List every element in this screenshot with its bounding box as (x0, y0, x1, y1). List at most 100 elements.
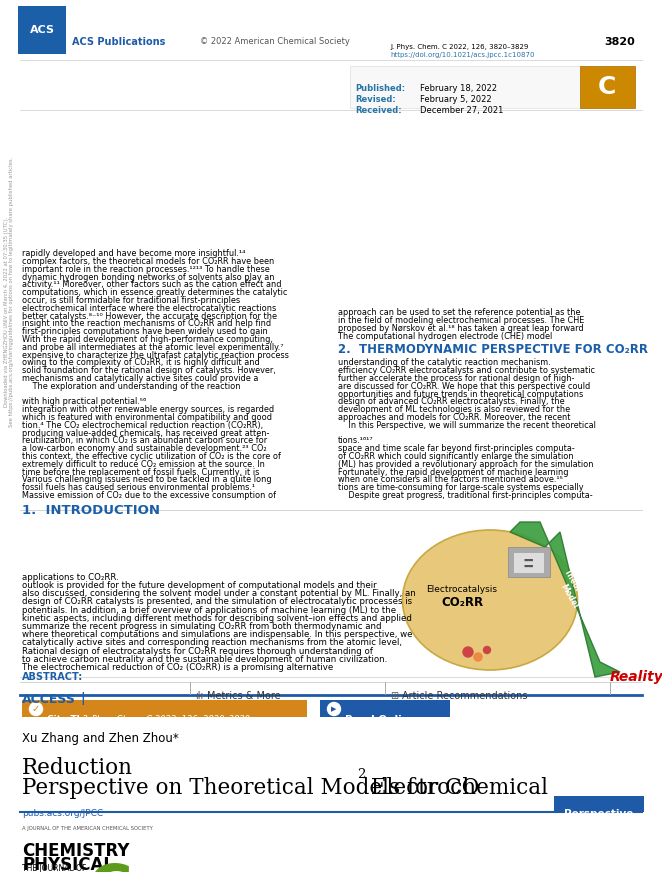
Text: where theoretical computations and simulations are indispensable. In this perspe: where theoretical computations and simul… (22, 630, 412, 639)
Text: activity.¹¹ Moreover, other factors such as the cation effect and: activity.¹¹ Moreover, other factors such… (22, 281, 281, 290)
Text: J. Phys. Chem. C 2022, 126, 3820–3829: J. Phys. Chem. C 2022, 126, 3820–3829 (390, 44, 528, 50)
Text: owing to the complexity of CO₂RR, it is highly difficult and: owing to the complexity of CO₂RR, it is … (22, 358, 260, 367)
Text: ACS: ACS (30, 25, 54, 35)
Text: C: C (88, 862, 133, 872)
Text: Downloaded via ZHENGZHOU UNIV on March 4, 2022 at 07:30:35 (UTC).: Downloaded via ZHENGZHOU UNIV on March 4… (5, 217, 9, 407)
Text: CO₂RR: CO₂RR (441, 596, 483, 609)
Text: in the field of modeling electrochemical processes. The CHE: in the field of modeling electrochemical… (338, 317, 585, 325)
Text: approaches and models for CO₂RR. Moreover, the recent: approaches and models for CO₂RR. Moreove… (338, 413, 571, 422)
Text: ACCESS: ACCESS (22, 693, 76, 706)
Bar (580, 66, 635, 108)
Text: Published:: Published: (355, 84, 405, 93)
Circle shape (483, 646, 491, 653)
Text: Perspective on Theoretical Models for CO: Perspective on Theoretical Models for CO (22, 777, 479, 799)
Text: ▬▬
▬▬: ▬▬ ▬▬ (524, 557, 534, 569)
Text: 2: 2 (357, 768, 365, 781)
Text: Various challenging issues need to be tackled in a quite long: Various challenging issues need to be ta… (22, 475, 271, 485)
Polygon shape (510, 522, 620, 677)
Text: 1.  INTRODUCTION: 1. INTRODUCTION (22, 504, 160, 517)
Text: electrochemical interface where the electrocatalytic reactions: electrochemical interface where the elec… (22, 303, 276, 313)
Text: https://doi.org/10.1021/acs.jpcc.1c10870: https://doi.org/10.1021/acs.jpcc.1c10870 (390, 52, 534, 58)
Text: Fortunately, the rapid development of machine learning: Fortunately, the rapid development of ma… (338, 467, 569, 477)
Bar (0, 784, 662, 872)
Text: Massive emission of CO₂ due to the excessive consumption of: Massive emission of CO₂ due to the exces… (22, 491, 276, 500)
Text: proposed by Nørskov et al.¹⁸ has taken a great leap forward: proposed by Nørskov et al.¹⁸ has taken a… (338, 324, 584, 333)
Text: Read Online: Read Online (345, 715, 416, 725)
Text: Despite great progress, traditional first-principles computa-: Despite great progress, traditional firs… (338, 491, 592, 500)
Text: are discussed for CO₂RR. We hope that this perspective could: are discussed for CO₂RR. We hope that th… (338, 382, 591, 391)
Text: pubs.acs.org/JPCC: pubs.acs.org/JPCC (22, 809, 103, 818)
Text: time before the replacement of fossil fuels. Currently, it is: time before the replacement of fossil fu… (22, 467, 260, 477)
Circle shape (463, 647, 473, 657)
Text: catalytically active sites and corresponding reaction mechanisms from the atomic: catalytically active sites and correspon… (22, 638, 402, 647)
Text: In this Perspective, we will summarize the recent theoretical: In this Perspective, we will summarize t… (338, 421, 596, 430)
Text: first-principles computations have been widely used to gain: first-principles computations have been … (22, 327, 267, 337)
Text: Theoretical
Model: Theoretical Model (553, 568, 594, 620)
Text: outlook is provided for the future development of computational models and their: outlook is provided for the future devel… (22, 581, 377, 590)
Text: tions are time-consuming for large-scale systems especially: tions are time-consuming for large-scale… (338, 483, 583, 492)
Text: PHYSICAL: PHYSICAL (22, 856, 114, 872)
Text: Reduction: Reduction (22, 757, 133, 779)
Text: efficiency CO₂RR electrocatalysts and contribute to systematic: efficiency CO₂RR electrocatalysts and co… (338, 366, 595, 375)
Text: December 27, 2021: December 27, 2021 (420, 106, 503, 115)
Text: C: C (598, 75, 616, 99)
Text: Xu Zhang and Zhen Zhou*: Xu Zhang and Zhen Zhou* (22, 732, 179, 745)
Ellipse shape (402, 530, 577, 670)
Text: |: | (80, 692, 85, 705)
Text: February 5, 2022: February 5, 2022 (420, 95, 492, 104)
Text: also discussed, considering the solvent model under a constant potential by ML. : also discussed, considering the solvent … (22, 589, 416, 598)
Text: Received:: Received: (355, 106, 402, 115)
Text: fossil fuels has caused serious environmental problems.¹: fossil fuels has caused serious environm… (22, 483, 255, 492)
Text: Perspective: Perspective (564, 809, 634, 819)
Text: solid foundation for the rational design of catalysts. However,: solid foundation for the rational design… (22, 366, 276, 375)
Text: important role in the reaction processes.¹²¹³ To handle these: important role in the reaction processes… (22, 265, 269, 274)
Text: understanding of the catalytic reaction mechanism.: understanding of the catalytic reaction … (338, 358, 551, 367)
Text: design of advanced CO₂RR electrocatalysts. Finally, the: design of advanced CO₂RR electrocatalyst… (338, 398, 565, 406)
Text: ACS Publications: ACS Publications (72, 37, 166, 47)
Text: J. Phys. Chem. C 2022, 126, 3820–3829: J. Phys. Chem. C 2022, 126, 3820–3829 (84, 715, 250, 724)
Circle shape (30, 703, 42, 716)
Text: and probe all intermediates at the atomic level experimentally.⁷: and probe all intermediates at the atomi… (22, 343, 283, 351)
Text: ⊞: ⊞ (390, 691, 398, 701)
Text: further accelerate the process for rational design of high-: further accelerate the process for ratio… (338, 374, 575, 383)
Bar (22, 700, 307, 717)
Text: potentials. In addition, a brief overview of applications of machine learning (M: potentials. In addition, a brief overvie… (22, 605, 396, 615)
Text: summarize the recent progress in simulating CO₂RR from both thermodynamic and: summarize the recent progress in simulat… (22, 622, 381, 631)
Text: THE JOURNAL OF: THE JOURNAL OF (22, 864, 86, 872)
Text: design of CO₂RR catalysts is presented, and the simulation of electrocatalytic p: design of CO₂RR catalysts is presented, … (22, 597, 412, 606)
Bar (554, 796, 644, 812)
Text: The electrochemical reduction of CO₂ (CO₂RR) is a promising alternative: The electrochemical reduction of CO₂ (CO… (22, 663, 333, 672)
Text: better catalysts.⁸⁻¹⁰ However, the accurate description for the: better catalysts.⁸⁻¹⁰ However, the accur… (22, 311, 277, 321)
Text: to achieve carbon neutrality and the sustainable development of human civilizati: to achieve carbon neutrality and the sus… (22, 655, 387, 664)
Text: kinetic aspects, including different methods for describing solvent–ion effects : kinetic aspects, including different met… (22, 614, 412, 623)
Text: Article Recommendations: Article Recommendations (402, 691, 528, 701)
Text: a low-carbon economy and sustainable development.²³ CO₂: a low-carbon economy and sustainable dev… (22, 444, 267, 453)
Text: approach can be used to set the reference potential as the: approach can be used to set the referenc… (338, 309, 581, 317)
Text: CHEMISTRY: CHEMISTRY (22, 842, 130, 860)
Text: this context, the effective cyclic utilization of CO₂ is the core of: this context, the effective cyclic utili… (22, 452, 281, 461)
Text: Reality: Reality (610, 670, 662, 684)
Text: with high practical potential.⁵⁶: with high practical potential.⁵⁶ (22, 398, 146, 406)
Text: which is featured with environmental compatibility and good: which is featured with environmental com… (22, 413, 272, 422)
Text: tions.¹⁶¹⁷: tions.¹⁶¹⁷ (338, 436, 373, 446)
Text: Electrochemical: Electrochemical (364, 777, 548, 799)
Circle shape (474, 653, 482, 661)
Text: See https://pubs.acs.org/sharingguidelines for options on how to legitimately sh: See https://pubs.acs.org/sharingguidelin… (9, 157, 15, 427)
Text: ılı: ılı (195, 691, 203, 701)
Text: integration with other renewable energy sources, is regarded: integration with other renewable energy … (22, 405, 274, 414)
Text: expensive to characterize the ultrafast catalytic reaction process: expensive to characterize the ultrafast … (22, 351, 289, 359)
Text: ABSTRACT:: ABSTRACT: (22, 672, 83, 682)
Text: tion.⁴ The CO₂ electrochemical reduction reaction (CO₂RR),: tion.⁴ The CO₂ electrochemical reduction… (22, 421, 263, 430)
Text: Metrics & More: Metrics & More (207, 691, 281, 701)
Text: A JOURNAL OF THE AMERICAN CHEMICAL SOCIETY: A JOURNAL OF THE AMERICAN CHEMICAL SOCIE… (22, 826, 153, 831)
Text: producing value-added chemicals, has received great atten-: producing value-added chemicals, has rec… (22, 429, 269, 438)
Text: computations, which in essence greatly determines the catalytic: computations, which in essence greatly d… (22, 289, 287, 297)
Bar (514, 553, 544, 573)
Text: (ML) has provided a revolutionary approach for the simulation: (ML) has provided a revolutionary approa… (338, 460, 594, 469)
Text: The exploration and understanding of the reaction: The exploration and understanding of the… (22, 382, 240, 391)
Bar (350, 66, 585, 108)
Text: occur, is still formidable for traditional first-principles: occur, is still formidable for tradition… (22, 296, 240, 305)
Bar (18, 6, 66, 54)
Text: 2.  THERMODYNAMIC PERSPECTIVE FOR CO₂RR: 2. THERMODYNAMIC PERSPECTIVE FOR CO₂RR (338, 343, 648, 356)
Text: applications to CO₂RR.: applications to CO₂RR. (22, 573, 118, 582)
